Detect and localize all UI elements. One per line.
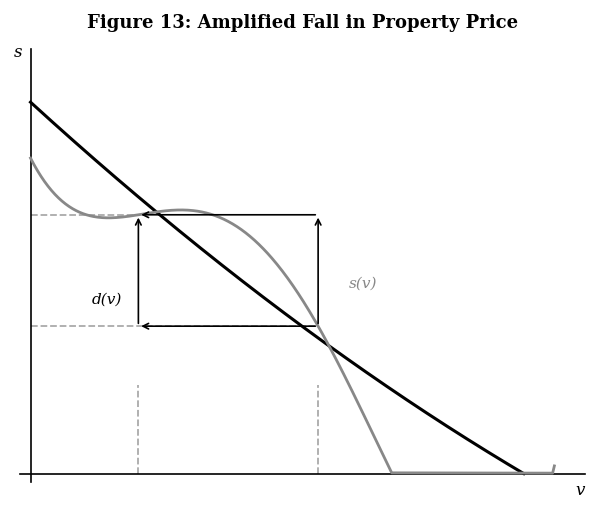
Text: v: v: [575, 482, 584, 499]
Text: d(v): d(v): [92, 293, 122, 307]
Text: s: s: [13, 44, 22, 61]
Title: Figure 13: Amplified Fall in Property Price: Figure 13: Amplified Fall in Property Pr…: [87, 14, 518, 32]
Text: s(v): s(v): [349, 277, 377, 291]
